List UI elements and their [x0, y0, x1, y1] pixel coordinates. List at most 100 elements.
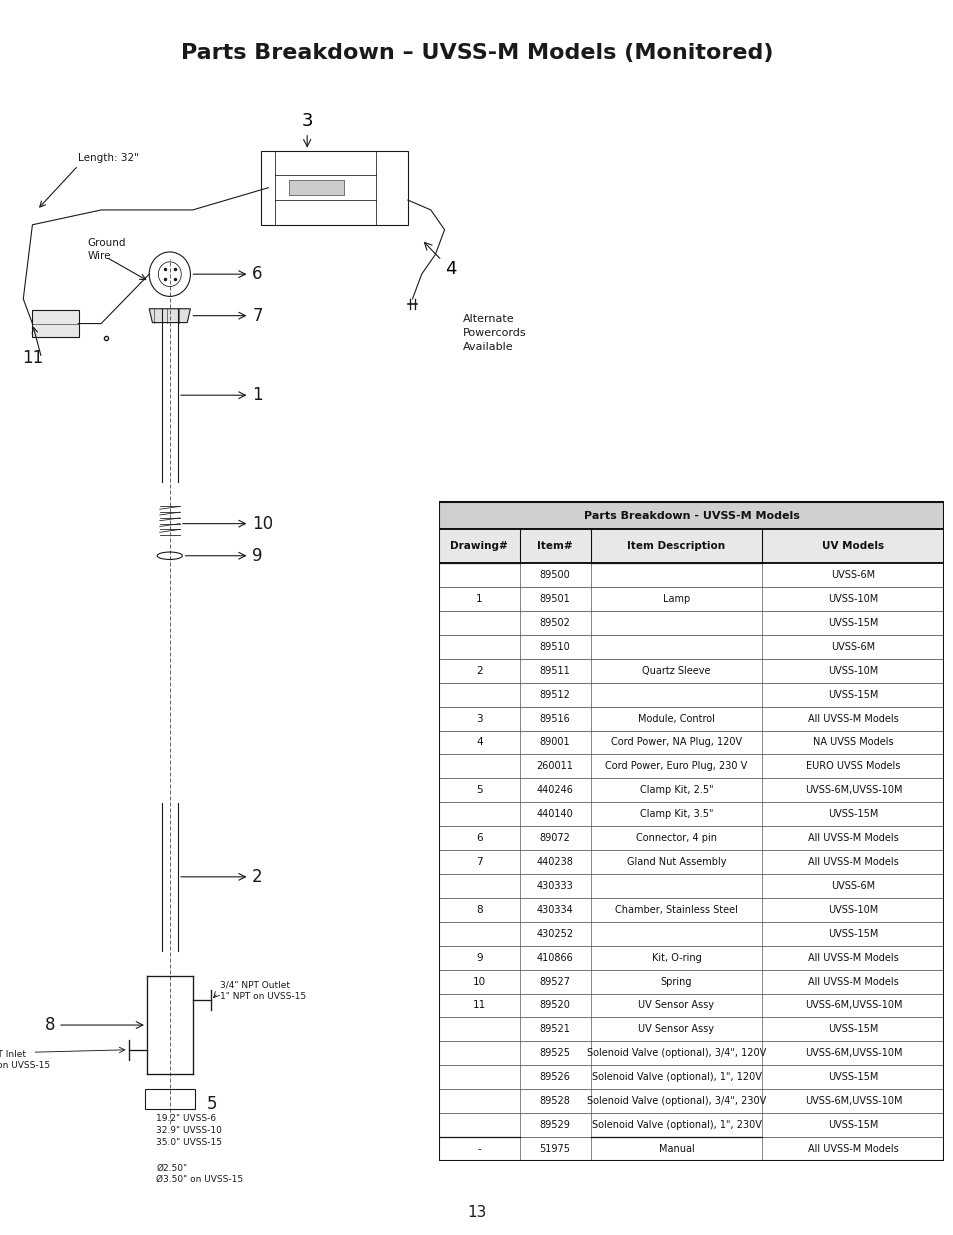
Text: Connector, 4 pin: Connector, 4 pin	[636, 834, 717, 844]
Text: 430333: 430333	[537, 881, 573, 890]
Text: UVSS-15M: UVSS-15M	[827, 689, 878, 700]
Text: 89529: 89529	[539, 1120, 570, 1130]
Text: Cord Power, NA Plug, 120V: Cord Power, NA Plug, 120V	[610, 737, 741, 747]
Polygon shape	[438, 563, 943, 587]
Text: EURO UVSS Models: EURO UVSS Models	[805, 762, 900, 772]
Polygon shape	[289, 180, 343, 195]
Text: 440246: 440246	[537, 785, 573, 795]
Polygon shape	[438, 946, 943, 969]
Polygon shape	[438, 850, 943, 874]
Text: Spring: Spring	[660, 977, 692, 987]
Polygon shape	[438, 778, 943, 803]
Text: 3: 3	[301, 112, 313, 147]
Polygon shape	[438, 658, 943, 683]
Polygon shape	[438, 1089, 943, 1113]
Text: All UVSS-M Models: All UVSS-M Models	[807, 714, 898, 724]
Text: Gland Nut Assembly: Gland Nut Assembly	[626, 857, 725, 867]
Text: Alternate
Powercords
Available: Alternate Powercords Available	[462, 314, 526, 352]
Text: -: -	[476, 1144, 480, 1153]
Text: 8: 8	[45, 1016, 143, 1034]
Polygon shape	[438, 1137, 943, 1161]
Text: 1: 1	[476, 594, 482, 604]
Text: 5: 5	[476, 785, 482, 795]
Text: 7: 7	[476, 857, 482, 867]
Text: UVSS-15M: UVSS-15M	[827, 1024, 878, 1035]
Text: Parts Breakdown – UVSS-M Models (Monitored): Parts Breakdown – UVSS-M Models (Monitor…	[180, 43, 773, 63]
Text: 10: 10	[182, 515, 274, 532]
Text: 10: 10	[473, 977, 485, 987]
Text: 410866: 410866	[537, 952, 573, 962]
Polygon shape	[438, 683, 943, 706]
Text: 4: 4	[476, 737, 482, 747]
Text: UVSS-15M: UVSS-15M	[827, 618, 878, 627]
Text: 7: 7	[193, 306, 262, 325]
Text: 3/4" NPT Inlet
1" NPT on UVSS-15: 3/4" NPT Inlet 1" NPT on UVSS-15	[0, 1050, 50, 1070]
Text: 89512: 89512	[539, 689, 570, 700]
Text: 89527: 89527	[539, 977, 570, 987]
Polygon shape	[438, 874, 943, 898]
Text: 2: 2	[476, 666, 482, 676]
Text: UVSS-6M,UVSS-10M: UVSS-6M,UVSS-10M	[803, 785, 902, 795]
Text: Lamp: Lamp	[662, 594, 689, 604]
Text: UVSS-15M: UVSS-15M	[827, 1072, 878, 1082]
Text: 13: 13	[467, 1205, 486, 1220]
Polygon shape	[438, 529, 943, 563]
Polygon shape	[438, 611, 943, 635]
Polygon shape	[438, 501, 943, 529]
Polygon shape	[438, 706, 943, 731]
Text: 89516: 89516	[539, 714, 570, 724]
Text: UVSS-6M,UVSS-10M: UVSS-6M,UVSS-10M	[803, 1049, 902, 1058]
Text: Ø2.50"
Ø3.50" on UVSS-15: Ø2.50" Ø3.50" on UVSS-15	[156, 1163, 243, 1184]
Text: 9: 9	[476, 952, 482, 962]
Text: Quartz Sleeve: Quartz Sleeve	[641, 666, 710, 676]
Text: UVSS-15M: UVSS-15M	[827, 929, 878, 939]
Text: UVSS-6M: UVSS-6M	[830, 642, 875, 652]
Text: 89510: 89510	[539, 642, 570, 652]
Text: NA UVSS Models: NA UVSS Models	[812, 737, 893, 747]
Text: 4: 4	[424, 242, 456, 278]
Text: 3: 3	[476, 714, 482, 724]
Text: Drawing#: Drawing#	[450, 541, 508, 551]
Text: UV Sensor Assy: UV Sensor Assy	[638, 1000, 714, 1010]
Polygon shape	[438, 587, 943, 611]
Text: 440238: 440238	[537, 857, 573, 867]
Text: UVSS-15M: UVSS-15M	[827, 809, 878, 819]
Polygon shape	[438, 1041, 943, 1066]
Polygon shape	[438, 969, 943, 993]
Text: 89500: 89500	[539, 571, 570, 580]
Text: 1: 1	[181, 387, 263, 404]
Text: Clamp Kit, 3.5": Clamp Kit, 3.5"	[639, 809, 713, 819]
Text: 260011: 260011	[537, 762, 573, 772]
Text: 430252: 430252	[536, 929, 573, 939]
Text: Ground
Wire: Ground Wire	[88, 238, 126, 262]
Text: Length: 32": Length: 32"	[78, 153, 139, 163]
FancyBboxPatch shape	[31, 310, 79, 337]
Text: 89072: 89072	[539, 834, 570, 844]
Polygon shape	[438, 826, 943, 850]
Text: Solenoid Valve (optional), 1", 120V: Solenoid Valve (optional), 1", 120V	[591, 1072, 760, 1082]
Polygon shape	[149, 309, 191, 322]
Text: Item Description: Item Description	[627, 541, 725, 551]
Text: UV Models: UV Models	[821, 541, 883, 551]
Text: UVSS-10M: UVSS-10M	[827, 594, 878, 604]
Text: Cord Power, Euro Plug, 230 V: Cord Power, Euro Plug, 230 V	[605, 762, 747, 772]
Text: 2: 2	[181, 868, 263, 885]
Polygon shape	[438, 898, 943, 921]
Text: 51975: 51975	[539, 1144, 570, 1153]
Text: 89528: 89528	[539, 1097, 570, 1107]
Polygon shape	[438, 755, 943, 778]
Text: All UVSS-M Models: All UVSS-M Models	[807, 857, 898, 867]
Polygon shape	[438, 1018, 943, 1041]
Text: 3/4" NPT Outlet
1" NPT on UVSS-15: 3/4" NPT Outlet 1" NPT on UVSS-15	[220, 981, 306, 1000]
Text: Parts Breakdown - UVSS-M Models: Parts Breakdown - UVSS-M Models	[583, 510, 799, 521]
Text: 19.2" UVSS-6
32.9" UVSS-10
35.0" UVSS-15: 19.2" UVSS-6 32.9" UVSS-10 35.0" UVSS-15	[156, 1114, 222, 1146]
Text: UVSS-6M,UVSS-10M: UVSS-6M,UVSS-10M	[803, 1000, 902, 1010]
Text: All UVSS-M Models: All UVSS-M Models	[807, 952, 898, 962]
Text: 6: 6	[476, 834, 482, 844]
Polygon shape	[438, 1066, 943, 1089]
Text: 9: 9	[185, 547, 262, 564]
Polygon shape	[438, 635, 943, 658]
Text: Manual: Manual	[658, 1144, 694, 1153]
Polygon shape	[438, 993, 943, 1018]
Text: UVSS-10M: UVSS-10M	[827, 666, 878, 676]
